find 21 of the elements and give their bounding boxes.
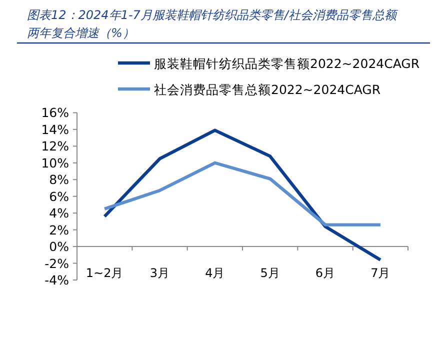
y-tick-label: -2% [44, 256, 70, 271]
y-tick-label: 10% [41, 155, 70, 170]
y-tick-label: 8% [49, 172, 70, 188]
x-tick-label: 5月 [260, 266, 280, 280]
y-tick-label: -4% [44, 272, 70, 288]
legend-label: 服装鞋帽针纺织品类零售额2022~2024CAGR [154, 56, 420, 71]
x-tick-label: 3月 [150, 266, 170, 280]
y-tick-label: 0% [49, 239, 70, 254]
y-tick-label: 6% [49, 188, 70, 204]
chart-title: 图表12：2024年1-7月服装鞋帽针纺织品类零售/社会消费品零售总额两年复合增速（%） [27, 8, 398, 40]
y-tick-label: 2% [49, 222, 70, 238]
x-tick-label: 1~2月 [86, 266, 124, 280]
legend-label: 社会消费品零售总额2022~2024CAGR [154, 82, 381, 97]
x-tick-label: 6月 [315, 266, 336, 280]
y-tick-label: 4% [49, 206, 70, 221]
x-tick-label: 7月 [370, 266, 390, 280]
title: 图表12：2024年1-7月服装鞋帽针纺织品类零售/社会消费品零售总额两年复合增速（%） [17, 8, 430, 44]
x-tick-label: 4月 [205, 266, 225, 280]
y-tick-label: 14% [41, 122, 70, 137]
y-tick-label: 16% [41, 105, 70, 120]
y-tick-label: 12% [41, 138, 70, 154]
